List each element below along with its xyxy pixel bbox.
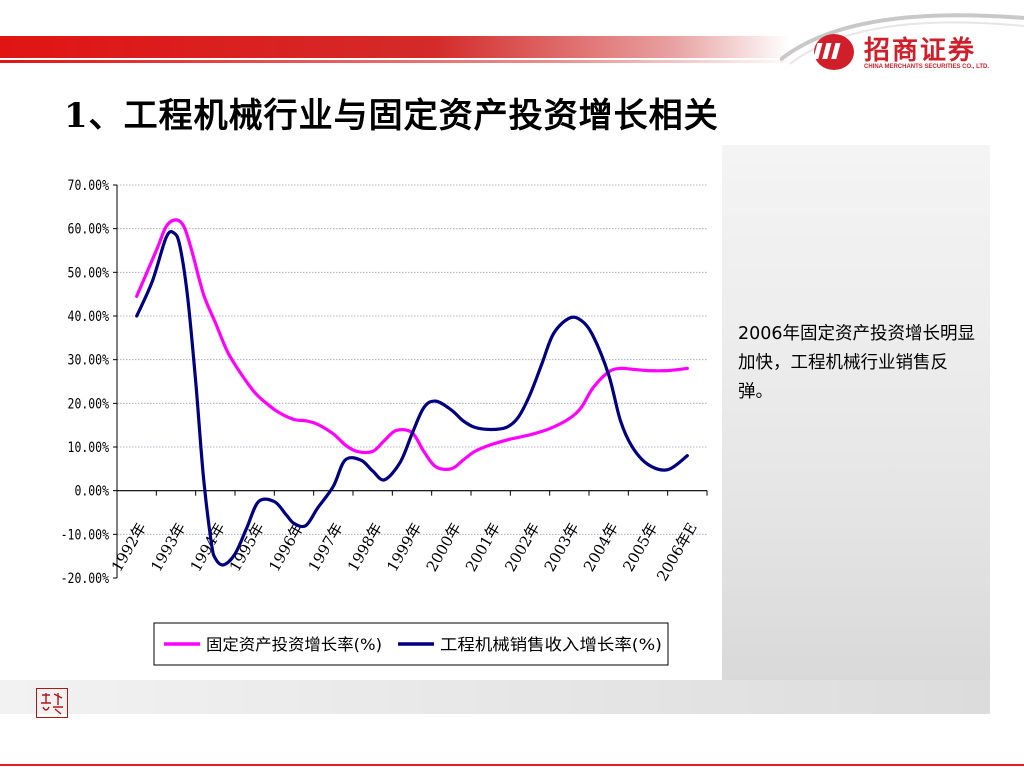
y-tick-label: 50.00%: [68, 265, 110, 281]
chart-axes: [113, 184, 708, 579]
chart-note: 2006年固定资产投资增长明显加快，工程机械行业销售反弹。: [738, 324, 976, 402]
header-red-line: [0, 60, 800, 63]
background-panel: [722, 145, 990, 680]
y-tick-label: 60.00%: [68, 222, 110, 238]
series-line-1: [135, 218, 689, 471]
chart-background: [0, 145, 722, 680]
logo-text-cn: 招商证券: [864, 36, 977, 66]
y-tick-label: 30.00%: [68, 353, 110, 369]
seal-icon: [41, 693, 63, 715]
page-title: 1、工程机械行业与固定资产投资增长相关: [64, 96, 719, 136]
line-chart: 70.00% 60.00% 50.00% 40.00% 30.00% 20.00% 10.0…: [0, 145, 722, 680]
header-red-bar: [0, 36, 790, 58]
y-tick-label: 70.00%: [68, 178, 110, 194]
logo-emblem-icon: [813, 34, 854, 70]
chart-series: [135, 218, 689, 567]
y-tick-label: 20.00%: [68, 396, 110, 412]
legend-label-1: 固定资产投资增长率(%): [206, 635, 382, 654]
y-tick-label: -20.00%: [61, 571, 110, 587]
y-tick-labels: 70.00% 60.00% 50.00% 40.00% 30.00% 20.00% 10.0…: [61, 178, 110, 587]
y-tick-label: -10.00%: [61, 527, 110, 543]
header-curve: [780, 13, 1024, 65]
legend-label-2: 工程机械销售收入增长率(%): [440, 635, 662, 654]
series-line-2: [135, 230, 689, 567]
y-tick-label: 10.00%: [68, 440, 110, 456]
footer-red-line: [0, 764, 1024, 766]
y-tick-label: 0.00%: [74, 484, 109, 500]
logo-text-en: CHINA MERCHANTS SECURITIES CO., LTD.: [864, 64, 990, 70]
y-tick-label: 40.00%: [68, 309, 110, 325]
background-bottom-panel: [0, 680, 990, 714]
seal-stamp: [36, 688, 68, 718]
chart-legend: 固定资产投资增长率(%) 工程机械销售收入增长率(%): [153, 622, 669, 666]
company-logo: 招商证券 CHINA MERCHANTS SECURITIES CO., LTD…: [812, 30, 997, 78]
